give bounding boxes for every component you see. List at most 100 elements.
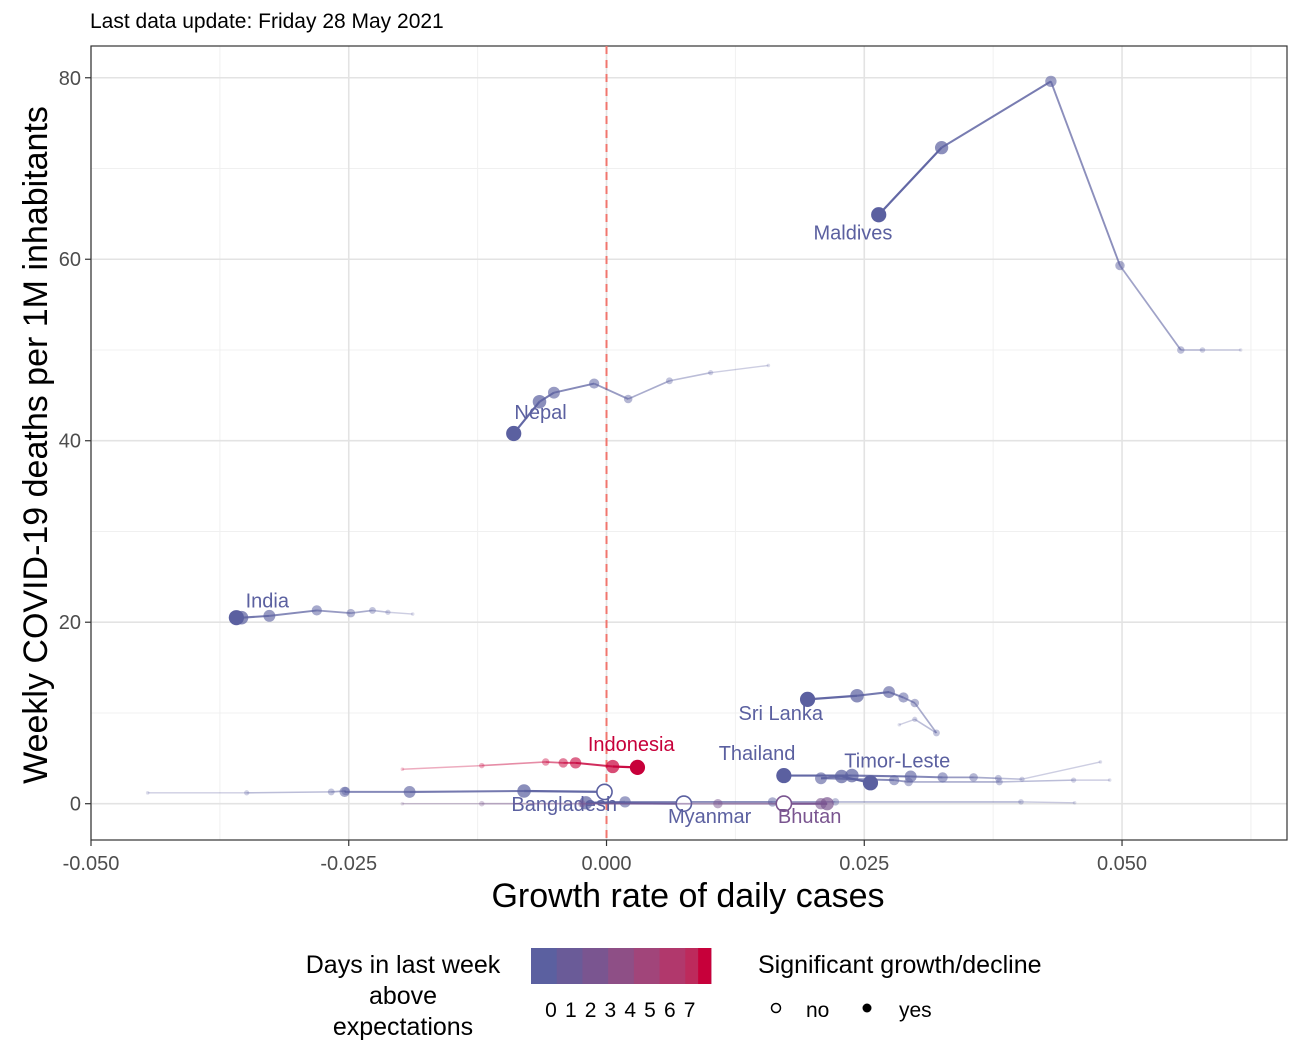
data-point xyxy=(369,606,376,614)
data-point xyxy=(665,377,673,385)
legend-color-title: Days in last week xyxy=(306,951,501,979)
series-line-segment xyxy=(409,789,525,793)
data-point xyxy=(506,425,522,442)
series-line-segment xyxy=(973,776,999,780)
data-point xyxy=(775,795,793,813)
series-line-segment xyxy=(851,774,911,778)
data-point xyxy=(596,783,613,801)
data-point xyxy=(1238,348,1243,352)
series-line-segment xyxy=(402,764,482,770)
x-tick-label: -0.050 xyxy=(63,853,120,875)
data-point xyxy=(619,796,631,808)
series-line-segment xyxy=(387,611,413,615)
series-label: Indonesia xyxy=(588,734,676,756)
data-point xyxy=(934,140,949,155)
series-line-segment xyxy=(1050,81,1121,266)
series-line-segment xyxy=(627,380,670,400)
legend-shape-title: Significant growth/decline xyxy=(758,951,1042,979)
legend-shape-label: no xyxy=(806,999,829,1022)
data-point xyxy=(834,769,849,784)
data-point xyxy=(547,386,560,399)
legend-color-swatch xyxy=(531,948,558,984)
series-line-segment xyxy=(553,382,595,394)
legend-color-title: above xyxy=(369,982,437,1010)
x-tick-label: 0.050 xyxy=(1097,853,1147,875)
data-point xyxy=(145,791,150,795)
data-point xyxy=(400,767,405,772)
data-point xyxy=(1072,800,1077,805)
series-line-segment xyxy=(877,146,943,216)
legend-color-swatch xyxy=(556,948,583,984)
series-line-segment xyxy=(669,371,711,382)
series-line-segment xyxy=(941,80,1052,149)
series-line-segment xyxy=(998,777,1023,780)
x-tick-label: 0.000 xyxy=(581,853,631,875)
series-line-segment xyxy=(914,702,938,734)
data-point xyxy=(766,363,771,368)
series-india: India xyxy=(228,591,415,626)
data-point xyxy=(541,758,550,766)
series-nepal: Nepal xyxy=(506,363,771,442)
series-line-segment xyxy=(1119,265,1182,351)
data-point xyxy=(1199,347,1206,353)
data-point xyxy=(932,729,940,737)
data-point xyxy=(244,790,250,796)
data-point xyxy=(969,773,978,782)
data-point xyxy=(263,609,276,622)
data-point xyxy=(579,796,593,810)
data-point xyxy=(904,777,913,787)
legend-color-swatch xyxy=(582,948,609,984)
series-label: Myanmar xyxy=(668,806,752,828)
data-point xyxy=(228,610,244,626)
data-point xyxy=(410,612,415,616)
series-line-segment xyxy=(269,609,317,617)
data-point xyxy=(1107,778,1112,782)
y-tick-label: 20 xyxy=(59,612,81,634)
data-point xyxy=(713,799,723,809)
series-label: Timor-Leste xyxy=(844,750,950,772)
series-line-segment xyxy=(1020,801,1075,804)
legend-color-label: 2 xyxy=(585,999,597,1022)
data-point xyxy=(910,698,920,708)
series-timor-leste: Timor-Leste xyxy=(815,750,1112,791)
series-line-segment xyxy=(481,761,546,767)
chart-subtitle: Last data update: Friday 28 May 2021 xyxy=(90,10,444,33)
y-axis-title: Weekly COVID-19 deaths per 1M inhabitant… xyxy=(17,106,55,784)
legend: Days in last week above expectations 0 1 2 3 4 5… xyxy=(306,948,1042,1041)
series-line-segment xyxy=(350,609,373,614)
series-bangladesh: Bangladesh xyxy=(145,783,617,816)
data-point xyxy=(558,758,568,768)
y-tick-label: 0 xyxy=(70,794,81,816)
data-point xyxy=(708,370,714,376)
y-tick-label: 80 xyxy=(59,68,81,90)
legend-color-swatch xyxy=(633,948,661,984)
y-tick-label: 60 xyxy=(59,249,81,271)
data-point xyxy=(517,784,531,798)
series-line-segment xyxy=(710,364,769,374)
data-point xyxy=(820,797,834,811)
series-line-segment xyxy=(246,791,332,794)
series-line-segment xyxy=(316,609,351,615)
legend-color-swatch xyxy=(659,948,686,984)
data-point xyxy=(889,774,900,786)
data-point xyxy=(937,772,948,783)
data-point xyxy=(898,692,909,703)
series-label: Bangladesh xyxy=(511,794,617,816)
legend-color-label: 1 xyxy=(565,999,577,1022)
data-point xyxy=(1045,75,1057,88)
y-tick-label: 40 xyxy=(59,431,81,453)
legend-color-swatch xyxy=(698,948,711,984)
data-point xyxy=(606,759,620,774)
data-point xyxy=(569,757,582,769)
plot-panel: -0.050 -0.025 0.000 0.025 0.050 0 20 40 60 80 Mald… xyxy=(59,45,1288,875)
x-axis-title: Growth rate of daily cases xyxy=(491,877,884,915)
data-point xyxy=(346,608,356,618)
data-point xyxy=(532,394,547,409)
data-point xyxy=(776,767,792,784)
series-indonesia: Indonesia xyxy=(400,734,676,776)
data-point xyxy=(850,688,864,703)
series-label: India xyxy=(246,591,290,613)
data-point xyxy=(862,775,879,791)
data-point xyxy=(629,759,646,776)
legend-color-label: 6 xyxy=(664,999,676,1022)
